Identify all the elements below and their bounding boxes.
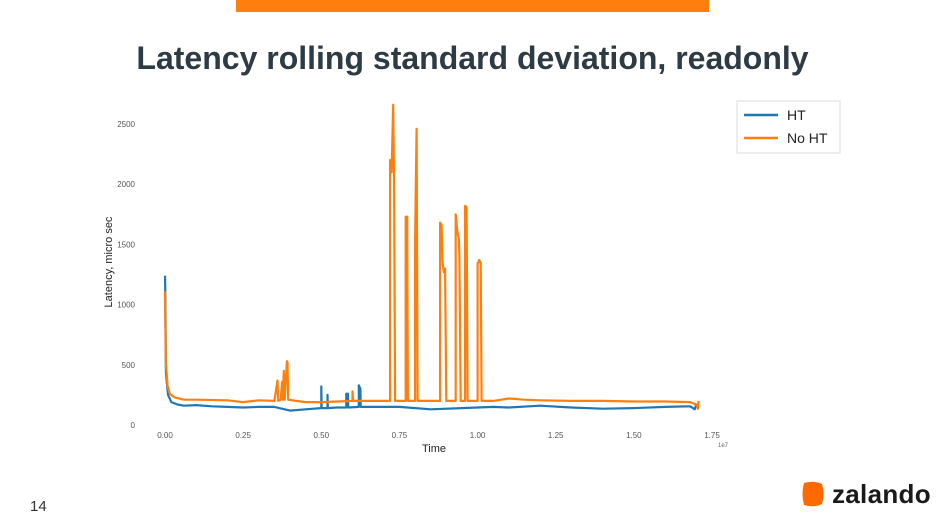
x-tick-label: 1.75 xyxy=(704,431,720,440)
y-tick-label: 1500 xyxy=(117,240,135,249)
y-tick-label: 2000 xyxy=(117,180,135,189)
x-tick-label: 1.00 xyxy=(470,431,486,440)
y-tick-label: 1000 xyxy=(117,301,135,310)
legend-box xyxy=(736,100,841,154)
x-tick-label: 1.50 xyxy=(626,431,642,440)
series-line-ht xyxy=(163,275,698,412)
page-number: 14 xyxy=(30,498,47,515)
legend: HT No HT xyxy=(736,100,841,154)
x-tick-label: 0.00 xyxy=(157,431,173,440)
y-tick-label: 0 xyxy=(131,421,136,430)
y-axis-label: Latency, micro sec xyxy=(103,216,115,307)
x-tick-label: 1.25 xyxy=(548,431,564,440)
zalando-logo: zalando xyxy=(800,478,931,510)
y-ticks: 0 500 1000 1500 2000 2500 xyxy=(117,120,135,430)
brand-name: zalando xyxy=(832,478,931,509)
x-ticks: 0.00 0.25 0.50 0.75 1.00 1.25 1.50 1.75 xyxy=(157,431,720,440)
legend-label: No HT xyxy=(787,130,828,146)
top-accent-bar xyxy=(236,0,709,12)
zalando-flag-icon xyxy=(802,481,824,507)
slide-title: Latency rolling standard deviation, read… xyxy=(136,40,809,76)
x-tick-label: 0.50 xyxy=(313,431,329,440)
y-tick-label: 500 xyxy=(122,361,136,370)
x-tick-label: 0.75 xyxy=(392,431,408,440)
legend-label: HT xyxy=(787,107,806,123)
x-axis-label: Time xyxy=(422,443,446,455)
series-line-no-ht xyxy=(163,103,700,410)
x-axis-scale-note: 1e7 xyxy=(718,443,729,449)
x-tick-label: 0.25 xyxy=(235,431,251,440)
plot-area xyxy=(163,103,700,412)
y-tick-label: 2500 xyxy=(117,120,135,129)
